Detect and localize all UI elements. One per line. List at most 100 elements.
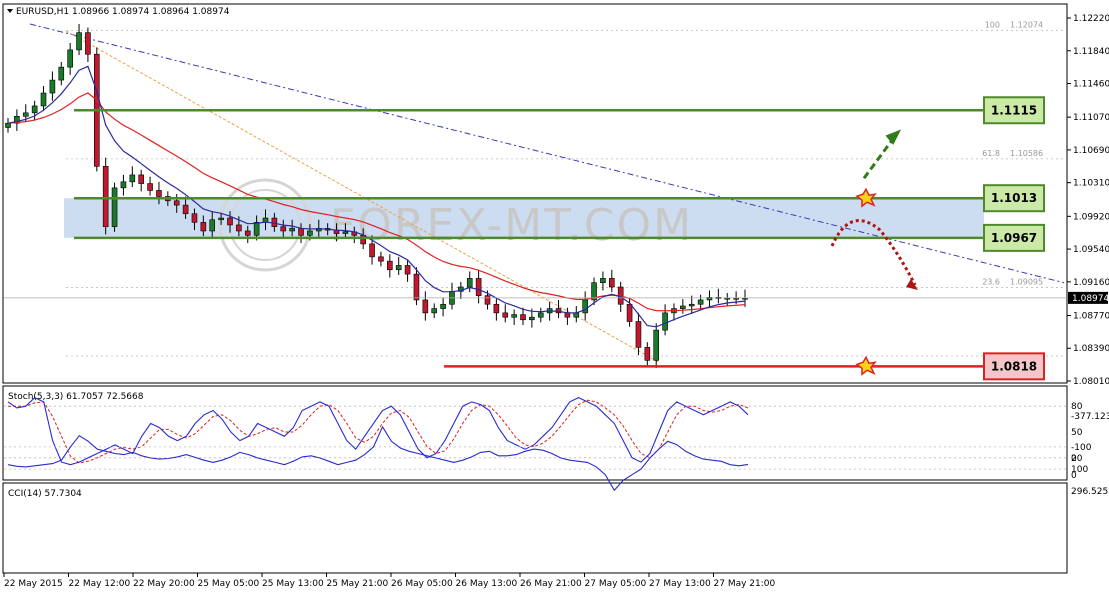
cci-panel — [2, 482, 1068, 574]
price-tick-label: 1.11460 — [1073, 80, 1109, 90]
price-tick-label: 1.09160 — [1073, 278, 1109, 288]
forecast-arrows-layer — [830, 129, 918, 376]
candle-body — [600, 278, 606, 284]
cci-tick-label: -377.1231 — [1071, 412, 1109, 422]
candle-body — [200, 222, 207, 232]
fib-base-line — [65, 30, 661, 364]
symbol-header: EURUSD,H1 1.08966 1.08974 1.08964 1.0897… — [16, 7, 230, 17]
candle-body — [244, 230, 251, 236]
cci-line — [7, 425, 749, 492]
candle-body — [484, 295, 491, 305]
candle-body — [653, 329, 660, 361]
fibonacci-layer: 100 1.12074 61.8 1.10586 23.6 1.09095 — [66, 21, 1064, 357]
burst-icon — [855, 355, 877, 376]
level-label-box — [983, 184, 1045, 213]
candle-body — [360, 234, 366, 245]
fib-level-price: 1.09095 — [1010, 277, 1043, 286]
candle-body — [475, 278, 482, 296]
candle-body — [724, 297, 731, 300]
time-tick-label: 25 May 13:00 — [262, 579, 324, 589]
time-tick-label: 25 May 05:00 — [198, 579, 260, 589]
levels-layer: 1.1115 1.1013 1.0967 1.0818 — [74, 96, 1045, 381]
slow-ma-line — [7, 92, 746, 312]
stoch-tick-label: 50 — [1071, 428, 1083, 438]
level-label: 1.1115 — [991, 103, 1037, 117]
burst-icon — [855, 187, 877, 208]
candle-body — [413, 273, 420, 301]
price-axis-layer: 1.12220 1.11840 1.11460 1.11070 1.10690 1.103… — [4, 14, 1109, 387]
watermark-text: FOREX-MT.COM — [330, 200, 693, 251]
price-tick-label: 1.12220 — [1073, 14, 1109, 24]
candle-body — [31, 105, 38, 114]
level-label-box — [983, 223, 1045, 252]
candle-body — [236, 224, 242, 232]
price-tick-label: 1.08770 — [1073, 311, 1109, 321]
sr-zone — [64, 198, 984, 238]
price-tick-label: 1.10690 — [1073, 146, 1109, 156]
level-label-box — [983, 352, 1045, 381]
time-tick-label: 25 May 21:00 — [327, 579, 389, 589]
candle-body — [387, 260, 393, 271]
candle-body — [742, 297, 748, 300]
candle-body — [271, 217, 278, 227]
candle-body — [404, 265, 411, 275]
candle-body — [191, 213, 198, 223]
candle-body — [644, 347, 651, 361]
level-label-box — [983, 96, 1045, 125]
stoch-tick-label: 20 — [1071, 454, 1083, 464]
level-label: 1.0818 — [991, 359, 1037, 373]
candle-body — [298, 228, 304, 236]
candle-body — [688, 303, 695, 307]
candle-body — [280, 226, 287, 232]
candle-body — [289, 228, 295, 232]
fib-level-price: 1.12074 — [1010, 21, 1043, 30]
cci-tick-label: 0 — [1071, 454, 1077, 464]
price-tick-label: 1.11070 — [1073, 113, 1109, 123]
price-tick-label: 1.08390 — [1073, 344, 1109, 354]
candle-body — [466, 278, 473, 288]
candle-body — [342, 231, 349, 234]
watermark: FOREX-MT.COM — [218, 178, 693, 272]
stoch-signal-line — [8, 399, 749, 464]
candle-body — [520, 314, 526, 321]
cci-layer: 296.52521000-100-377.1231 — [4, 412, 1109, 497]
level-label: 1.1013 — [991, 191, 1037, 205]
candle-body — [138, 174, 144, 184]
candle-body — [307, 230, 313, 236]
price-tick-label: 1.10310 — [1073, 179, 1109, 189]
price-tick-label: 1.09920 — [1073, 212, 1109, 222]
candle-body — [102, 166, 109, 227]
time-tick-label: 26 May 05:00 — [391, 579, 453, 589]
stoch-tick-label: 80 — [1071, 402, 1083, 412]
fib-level-label: 61.8 — [982, 149, 1000, 158]
candle-body — [156, 190, 162, 197]
candle-body — [662, 312, 668, 331]
candle-body — [173, 200, 180, 206]
candle-body — [253, 222, 260, 236]
candle-body — [431, 308, 438, 314]
level-label: 1.0967 — [991, 231, 1037, 245]
candle-body — [67, 49, 73, 68]
candle-body — [182, 204, 189, 215]
candle-body — [218, 217, 224, 221]
price-tick-label: 1.08010 — [1073, 377, 1109, 387]
candle-body — [706, 297, 713, 301]
candle-body — [626, 303, 633, 322]
candle-body — [58, 66, 65, 81]
candle-body — [537, 312, 544, 318]
stoch-header: Stoch(5,3,3) 61.7057 72.5668 — [8, 392, 144, 402]
candle-body — [511, 314, 517, 318]
fib-level-label: 23.6 — [982, 277, 1000, 286]
dropdown-arrow-icon[interactable] — [7, 9, 13, 13]
candle-body — [591, 282, 597, 301]
candle-body — [564, 312, 571, 318]
candle-body — [147, 183, 153, 191]
time-tick-label: 27 May 13:00 — [649, 579, 711, 589]
candle-body — [680, 305, 686, 309]
candle-body — [76, 32, 82, 51]
candle-body — [14, 115, 20, 124]
candle-body — [111, 187, 118, 227]
candle-body — [227, 217, 233, 226]
candle-body — [697, 299, 704, 305]
stoch-panel — [2, 385, 1068, 481]
